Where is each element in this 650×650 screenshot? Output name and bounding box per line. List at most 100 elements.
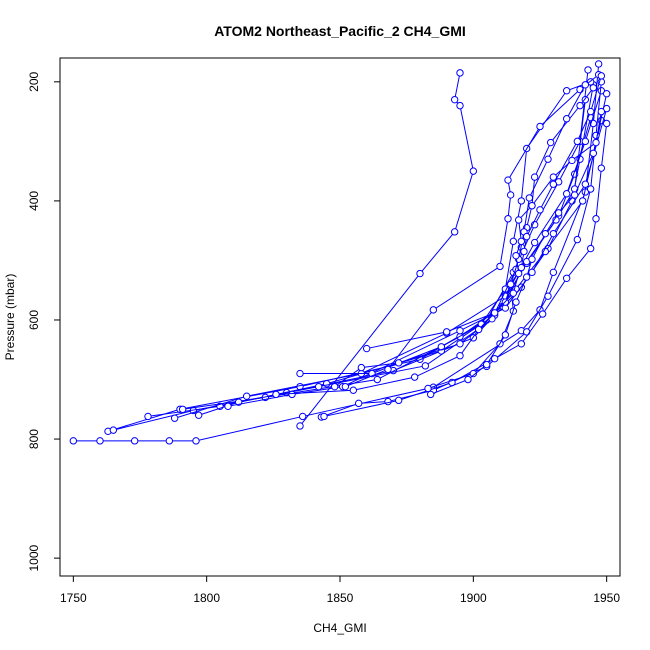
data-point xyxy=(544,292,552,300)
data-point xyxy=(456,69,464,77)
data-point xyxy=(506,280,515,288)
data-point xyxy=(586,107,595,116)
y-axis-label: Pressure (mbar) xyxy=(3,274,17,361)
data-point xyxy=(362,344,371,353)
series-11 xyxy=(320,119,611,421)
data-point xyxy=(602,90,611,98)
data-point xyxy=(522,328,531,336)
data-point xyxy=(562,115,571,123)
data-point xyxy=(456,101,464,110)
data-point xyxy=(536,122,544,131)
data-point xyxy=(296,369,304,378)
data-point xyxy=(506,191,515,199)
data-point xyxy=(474,325,483,334)
y-tick-label: 800 xyxy=(27,429,41,449)
data-point xyxy=(165,437,174,445)
data-point xyxy=(581,81,590,89)
data-point xyxy=(594,60,603,68)
data-point xyxy=(581,180,590,188)
data-point xyxy=(224,402,232,411)
data-point xyxy=(573,137,582,146)
data-point xyxy=(528,201,536,210)
data-point xyxy=(242,392,251,400)
data-point xyxy=(192,437,200,445)
data-point xyxy=(450,228,459,236)
data-point xyxy=(562,190,571,198)
data-point xyxy=(525,194,534,202)
data-point xyxy=(576,101,584,110)
data-point xyxy=(456,352,464,360)
data-point xyxy=(170,414,179,422)
data-point xyxy=(549,229,558,238)
y-tick-label: 1000 xyxy=(27,544,41,571)
data-point xyxy=(602,119,611,128)
data-point xyxy=(517,197,526,205)
data-point xyxy=(504,176,512,184)
y-tick-label: 200 xyxy=(27,71,41,91)
data-point xyxy=(464,375,472,384)
data-point xyxy=(501,331,510,339)
data-point xyxy=(194,411,203,419)
data-point xyxy=(522,273,531,281)
series-18 xyxy=(362,107,606,353)
data-point xyxy=(442,328,451,336)
series-line xyxy=(275,84,586,395)
data-point xyxy=(384,397,392,406)
data-point xyxy=(541,229,550,238)
x-tick-label: 1750 xyxy=(60,591,87,605)
data-point xyxy=(490,309,499,317)
chart-title: ATOM2 Northeast_Pacific_2 CH4_GMI xyxy=(214,23,466,39)
data-point xyxy=(597,164,606,172)
data-point xyxy=(549,268,558,277)
data-point xyxy=(69,437,78,445)
data-point xyxy=(584,66,592,74)
data-point xyxy=(109,426,118,434)
data-point xyxy=(504,215,512,223)
data-point xyxy=(554,209,563,217)
x-tick-label: 1800 xyxy=(193,591,220,605)
data-point xyxy=(586,244,595,253)
data-point xyxy=(568,156,576,165)
data-point xyxy=(496,262,504,271)
data-point xyxy=(517,340,526,348)
data-point xyxy=(482,360,491,369)
data-point xyxy=(578,197,587,205)
data-point xyxy=(589,149,598,157)
data-point xyxy=(296,422,304,430)
y-tick-label: 600 xyxy=(27,310,41,330)
data-point xyxy=(314,382,323,391)
data-point xyxy=(528,268,536,277)
data-point xyxy=(416,269,424,278)
data-point xyxy=(341,382,350,391)
data-point xyxy=(528,255,536,263)
data-point xyxy=(320,412,328,421)
data-point xyxy=(410,373,419,381)
data-point xyxy=(130,437,139,445)
x-axis: 1750 1800 1850 1900 1950 xyxy=(60,575,620,605)
data-point xyxy=(530,238,539,247)
data-point xyxy=(522,232,531,241)
data-point xyxy=(456,340,464,348)
y-axis: 200 400 600 800 1000 xyxy=(27,71,60,571)
data-point xyxy=(421,362,430,370)
data-point xyxy=(450,95,459,104)
data-point xyxy=(597,107,606,116)
series-17 xyxy=(426,90,611,399)
data-point xyxy=(178,405,187,413)
data-point xyxy=(592,138,600,147)
data-point xyxy=(562,274,571,282)
data-point xyxy=(349,386,358,394)
data-point xyxy=(384,365,392,374)
data-point xyxy=(544,155,552,163)
data-point xyxy=(298,412,307,421)
data-point xyxy=(373,375,382,384)
data-point xyxy=(456,326,464,335)
data-point xyxy=(469,167,478,175)
data-point xyxy=(597,72,606,80)
data-point xyxy=(288,390,296,399)
data-point xyxy=(394,396,403,405)
data-point xyxy=(517,237,526,246)
x-axis-label: CH4_GMI xyxy=(313,621,366,635)
